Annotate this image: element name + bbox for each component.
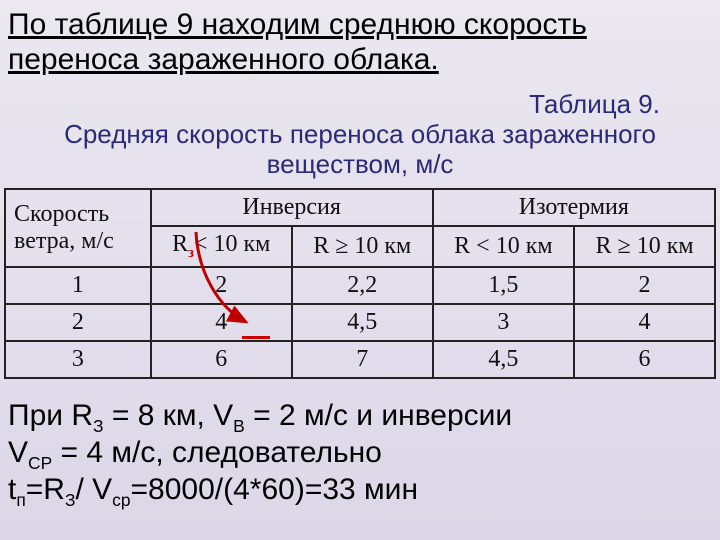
cell: 4,5 bbox=[433, 341, 574, 378]
cell: 7 bbox=[292, 341, 433, 378]
cell: 1,5 bbox=[433, 267, 574, 304]
data-table: Скорость ветра, м/с Инверсия Изотермия R… bbox=[4, 188, 716, 379]
cell-speed: 3 bbox=[5, 341, 151, 378]
table-row: 3 6 7 4,5 6 bbox=[5, 341, 715, 378]
cell: 2,2 bbox=[292, 267, 433, 304]
table-header-row-1: Скорость ветра, м/с Инверсия Изотермия bbox=[5, 189, 715, 226]
cell: 4,5 bbox=[292, 304, 433, 341]
header-inv-lt: Rз< 10 км bbox=[151, 226, 292, 267]
header-inversion: Инверсия bbox=[151, 189, 433, 226]
calculation-text: При RЗ = 8 км, VВ = 2 м/с и инверсии VСР… bbox=[0, 379, 720, 510]
cell: 6 bbox=[151, 341, 292, 378]
header-inv-ge: R ≥ 10 км bbox=[292, 226, 433, 267]
cell-speed: 1 bbox=[5, 267, 151, 304]
header-iso-ge: R ≥ 10 км bbox=[574, 226, 715, 267]
cell: 4 bbox=[574, 304, 715, 341]
cell: 2 bbox=[574, 267, 715, 304]
cell: 2 bbox=[151, 267, 292, 304]
table-container: Скорость ветра, м/с Инверсия Изотермия R… bbox=[4, 188, 716, 379]
header-isothermy: Изотермия bbox=[433, 189, 715, 226]
table-row: 2 4 4,5 3 4 bbox=[5, 304, 715, 341]
cell: 6 bbox=[574, 341, 715, 378]
header-speed: Скорость ветра, м/с bbox=[5, 189, 151, 267]
table-row: 1 2 2,2 1,5 2 bbox=[5, 267, 715, 304]
cell: 3 bbox=[433, 304, 574, 341]
cell-speed: 2 bbox=[5, 304, 151, 341]
table-caption: Средняя скорость переноса облака заражен… bbox=[0, 120, 720, 188]
main-heading: По таблице 9 находим среднюю скорость пе… bbox=[0, 0, 720, 81]
highlight-underline bbox=[242, 336, 270, 339]
header-iso-lt: R < 10 км bbox=[433, 226, 574, 267]
table-number: Таблица 9. bbox=[0, 81, 720, 120]
cell: 4 bbox=[151, 304, 292, 341]
